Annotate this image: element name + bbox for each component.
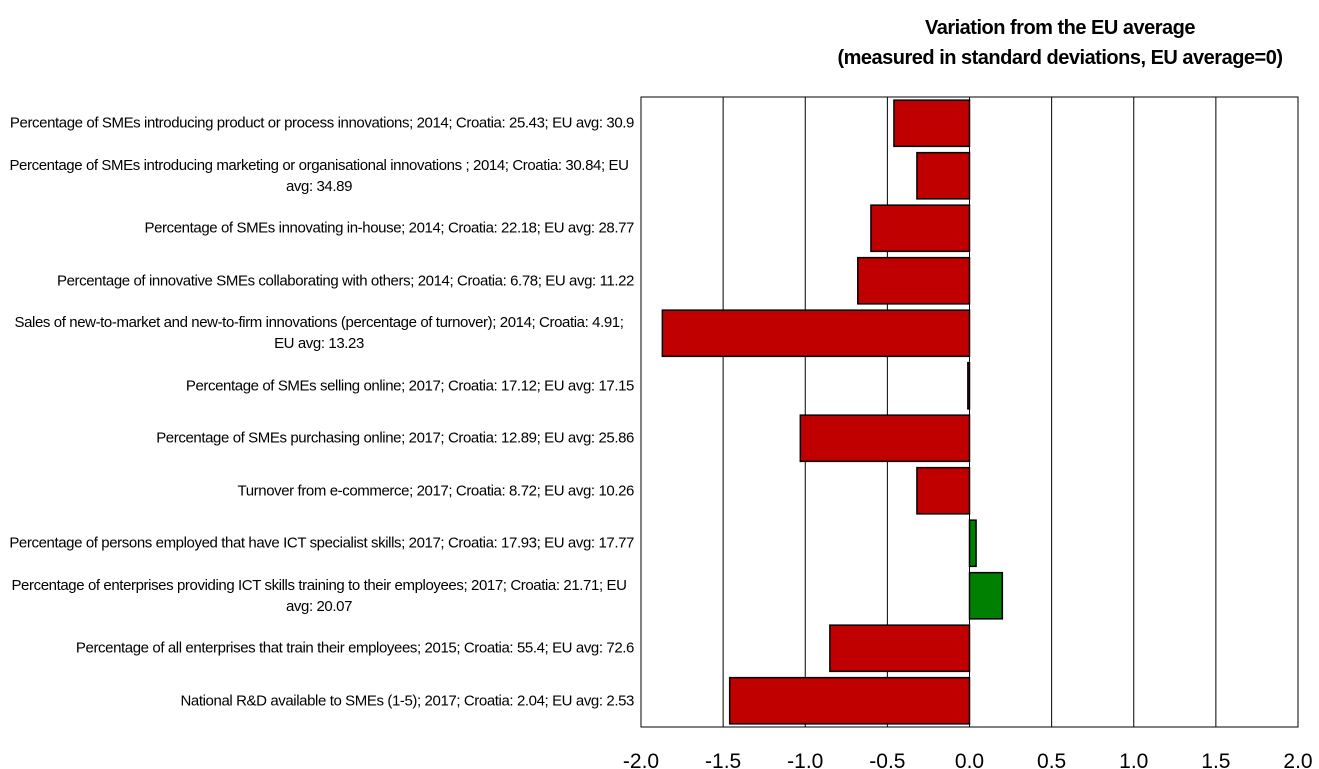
category-label: Percentage of SMEs innovating in-house; … [144,219,635,237]
chart-title: (measured in standard deviations, EU ave… [837,47,1282,69]
category-label: Sales of new-to-market and new-to-firm i… [14,314,624,353]
category-label-box: Percentage of innovative SMEs collaborat… [4,270,634,291]
category-label: Percentage of SMEs purchasing online; 20… [156,429,634,447]
category-label-box: Turnover from e-commerce; 2017; Croatia:… [4,480,635,501]
category-label-box: Percentage of SMEs introducing marketing… [4,155,634,197]
category-label: Turnover from e-commerce; 2017; Croatia:… [237,482,635,500]
bar [728,676,971,725]
bar [967,361,971,410]
x-tick-label: -1.0 [787,750,823,769]
category-label: Percentage of SMEs introducing marketing… [9,156,629,195]
category-label-box: Sales of new-to-market and new-to-firm i… [4,312,634,354]
x-tick-label: 1.0 [1119,750,1148,769]
category-label-box: Percentage of enterprises providing ICT … [4,575,634,617]
category-label: Percentage of enterprises providing ICT … [11,576,627,615]
category-label: Percentage of SMEs selling online; 2017;… [185,377,635,395]
category-label: Percentage of all enterprises that train… [75,639,635,657]
bar [829,624,971,673]
x-tick-label: 0.0 [955,750,984,769]
bar [893,99,971,148]
plot-border [640,96,1299,728]
x-tick-label: -1.5 [705,750,741,769]
category-label-box: Percentage of SMEs selling online; 2017;… [4,375,635,396]
category-label-box: Percentage of SMEs innovating in-house; … [4,218,635,239]
category-label-box: Percentage of persons employed that have… [4,533,634,554]
category-label: National R&D available to SMEs (1-5); 20… [180,692,634,710]
bar [857,256,971,305]
bar [916,466,971,515]
bar [968,519,977,568]
category-label-box: National R&D available to SMEs (1-5); 20… [4,690,634,711]
bar [661,309,971,358]
category-label-box: Percentage of SMEs purchasing online; 20… [4,428,634,449]
x-tick-label: 1.5 [1201,750,1230,769]
bar [799,414,971,463]
category-label: Percentage of innovative SMEs collaborat… [56,272,634,290]
bar [968,571,1004,620]
category-label-box: Percentage of all enterprises that train… [4,638,635,659]
category-label-box: Percentage of SMEs introducing product o… [4,113,634,134]
x-tick-label: -0.5 [869,750,905,769]
chart-title: Variation from the EU average [925,17,1195,39]
x-tick-label: 0.5 [1037,750,1066,769]
bar [870,204,971,253]
category-label: Percentage of persons employed that have… [9,534,634,552]
bar [916,151,971,200]
category-label: Percentage of SMEs introducing product o… [9,114,634,132]
x-tick-label: -2.0 [623,750,659,769]
x-tick-label: 2.0 [1283,750,1312,769]
